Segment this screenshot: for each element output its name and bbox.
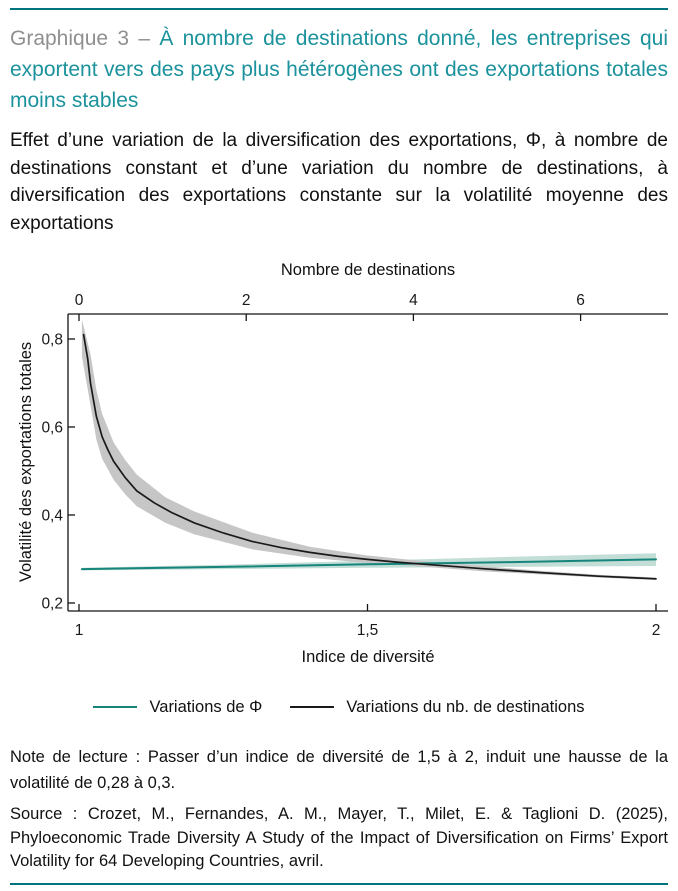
x-axis-tick-label: 1,5 (357, 622, 379, 639)
chart-legend: Variations de Φ Variations du nb. de des… (10, 696, 668, 718)
figure-number: Graphique 3 – (10, 27, 160, 50)
top-axis-title: Nombre de destinations (281, 261, 455, 279)
top-axis-tick-label: 2 (242, 292, 251, 309)
line-chart: Nombre de destinations 0 2 4 6 1 1,5 2 0,2 0,4 0,… (17, 261, 668, 666)
figure-page: Graphique 3 – À nombre de destinations d… (0, 8, 678, 885)
legend-label-destinations: Variations du nb. de destinations (346, 697, 585, 716)
figure-title: Graphique 3 – À nombre de destinations d… (10, 23, 668, 116)
legend-item-phi: Variations de Φ (93, 698, 262, 717)
destinations-line-swatch-icon (290, 705, 335, 709)
series-line-1 (82, 333, 657, 580)
y-axis-tick-label: 0,4 (41, 508, 63, 525)
x-axis-title: Indice de diversité (302, 648, 435, 666)
legend-item-destinations: Variations du nb. de destinations (290, 697, 585, 717)
confidence-band-1 (81, 319, 656, 581)
y-axis-title: Volatilité des exportations totales (17, 342, 35, 582)
figure-title-text: À nombre de destinations donné, les entr… (10, 27, 668, 112)
top-axis-tick-label: 4 (409, 292, 418, 309)
chart-plot-area: 0 2 4 6 1 1,5 2 0,2 0,4 0,6 0,8 (41, 292, 668, 639)
source-citation: Source : Crozet, M., Fernandes, A. M., M… (10, 805, 668, 870)
top-axis-tick-label: 0 (75, 292, 84, 309)
phi-line-swatch-icon (93, 705, 138, 709)
x-axis-tick-label: 2 (652, 622, 661, 639)
top-axis-tick-label: 6 (576, 292, 585, 309)
x-axis-tick-label: 1 (75, 622, 84, 639)
axes-frame (67, 313, 668, 612)
series-line-0 (80, 558, 657, 571)
y-axis-tick-label: 0,8 (41, 332, 63, 349)
reading-note: Note de lecture : Passer d’un indice de … (10, 748, 668, 792)
top-divider (10, 8, 668, 10)
y-axis-tick-label: 0,6 (41, 420, 63, 437)
legend-label-phi: Variations de Φ (149, 697, 263, 716)
y-axis-tick-label: 0,2 (41, 596, 63, 613)
figure-subtitle: Effet d’une variation de la diversificat… (10, 130, 668, 234)
